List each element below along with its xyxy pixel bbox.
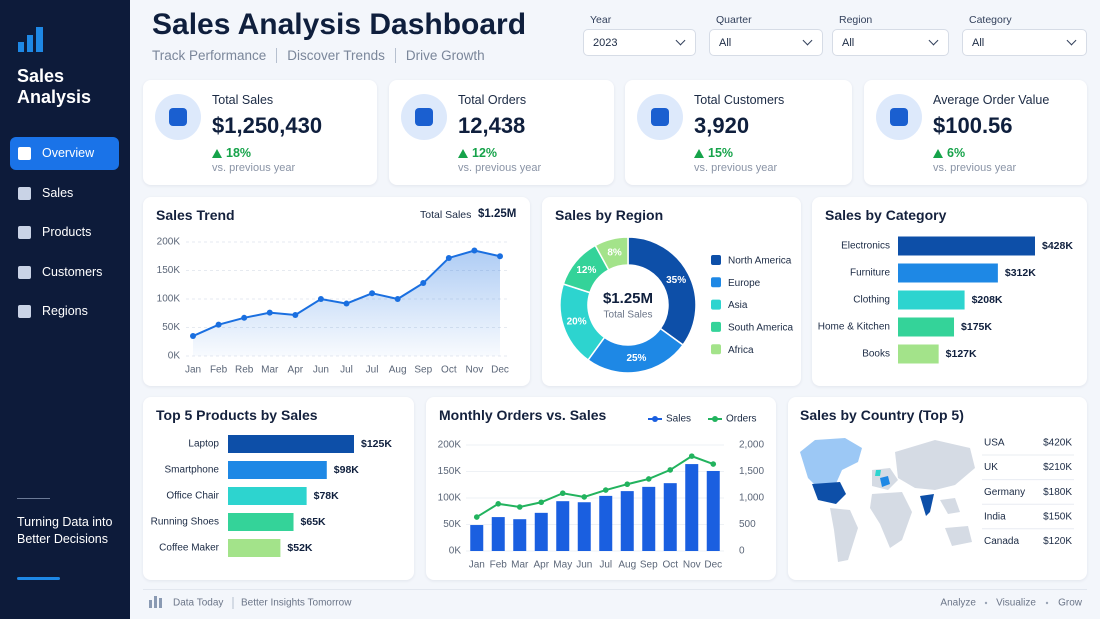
nav-icon (18, 186, 31, 200)
filter-label: Region (839, 14, 873, 26)
kpi-label: Total Sales (212, 93, 274, 107)
filter-label: Category (969, 14, 1012, 26)
footer-link: Grow (1058, 598, 1083, 609)
subtitle-item: Drive Growth (394, 48, 495, 63)
chart-title: Sales by Category (825, 207, 947, 223)
nav-label: Customers (42, 264, 103, 279)
footer-dot (1045, 601, 1049, 605)
filter-value: All (719, 37, 732, 49)
kpi-card: Total Orders 12,438 12% vs. previous year (389, 80, 614, 185)
nav-icon (18, 305, 31, 318)
kpi-glyph (415, 108, 433, 126)
kpi-icon (876, 94, 922, 140)
filter-label: Year (590, 14, 612, 26)
nav-item[interactable]: Regions (10, 295, 119, 328)
nav-item[interactable]: Overview (10, 137, 119, 170)
nav-item[interactable]: Customers (10, 256, 119, 289)
kpi-card: Total Customers 3,920 15% vs. previous year (625, 80, 852, 185)
nav-item[interactable]: Products (10, 216, 119, 249)
filter-label: Quarter (716, 14, 752, 26)
up-arrow (933, 149, 943, 158)
divider (17, 498, 50, 499)
kpi-icon (155, 94, 201, 140)
kpi-label: Total Customers (694, 93, 785, 107)
kpi-label: Total Orders (458, 93, 527, 107)
chart-card (426, 397, 776, 580)
footer-link: Visualize (996, 598, 1036, 609)
chevron (802, 35, 813, 46)
up-arrow (694, 149, 704, 158)
nav-label: Overview (42, 146, 95, 160)
chart-title: Sales Trend (156, 207, 235, 223)
chart-title: Monthly Orders vs. Sales (439, 407, 607, 423)
chart-card (812, 197, 1087, 386)
kpi-note: vs. previous year (212, 162, 296, 174)
footer-icon (149, 600, 152, 608)
chart-title: Top 5 Products by Sales (156, 407, 318, 423)
kpi-note: vs. previous year (933, 162, 1017, 174)
page-title: Sales Analysis Dashboard (152, 8, 527, 41)
footer-text: Data Today (173, 598, 223, 609)
filter-value: All (842, 37, 855, 49)
kpi-value: $1,250,430 (212, 113, 323, 138)
chevron (675, 35, 686, 46)
nav-label: Regions (42, 304, 88, 318)
filter-select[interactable]: All (832, 29, 949, 56)
kpi-card: Average Order Value $100.56 6% vs. previous… (864, 80, 1087, 185)
footer-link: Analyze (940, 598, 976, 609)
kpi-value: $100.56 (933, 113, 1013, 138)
filter-select[interactable]: All (709, 29, 823, 56)
up-arrow (212, 149, 222, 158)
kpi-icon (637, 94, 683, 140)
subtitle-item: Discover Trends (276, 48, 395, 63)
nav-icon (18, 265, 31, 279)
nav-item[interactable]: Sales (10, 177, 119, 210)
kpi-note: vs. previous year (694, 162, 778, 174)
kpi-glyph (651, 108, 669, 126)
chart-card (143, 197, 530, 386)
nav-icon (18, 226, 31, 239)
kpi-glyph (890, 108, 908, 126)
filter-value: All (972, 37, 985, 49)
up-arrow (458, 149, 468, 158)
footer-dot (984, 601, 988, 605)
footer-icon (159, 598, 162, 608)
nav-label: Products (42, 225, 92, 239)
nav-label: Sales (42, 185, 74, 200)
kpi-label: Average Order Value (933, 93, 1050, 107)
chart-card (143, 397, 414, 580)
chart-title: Sales by Country (Top 5) (800, 407, 964, 423)
kpi-change: 15% (708, 146, 734, 160)
brand: Sales Analysis (17, 66, 92, 107)
filter-select[interactable]: All (962, 29, 1087, 56)
tagline: Turning Data into Better Decisions (17, 515, 113, 546)
kpi-value: 3,920 (694, 113, 750, 138)
subtitle-item: Track Performance (152, 48, 267, 63)
kpi-change: 6% (947, 146, 966, 160)
chart-card (788, 397, 1087, 580)
total-label: Total Sales (420, 209, 472, 221)
kpi-icon (401, 94, 447, 140)
kpi-value: 12,438 (458, 113, 526, 138)
chevron (1066, 35, 1077, 46)
nav-icon (18, 147, 31, 160)
total-value: $1.25M (478, 208, 517, 220)
footer-line (143, 589, 1087, 590)
footer-icon (154, 596, 157, 608)
chart-card (542, 197, 801, 386)
subtitle: Track Performance Discover Trends Drive Gr… (152, 48, 495, 63)
kpi-change: 12% (472, 146, 498, 160)
filter-select[interactable]: 2023 (583, 29, 696, 56)
chevron (928, 35, 939, 46)
footer-text: Better Insights Tomorrow (241, 598, 352, 609)
kpi-change: 18% (226, 146, 252, 160)
kpi-card: Total Sales $1,250,430 18% vs. previous yea… (143, 80, 377, 185)
filter-value: 2023 (593, 37, 618, 49)
accent-line (17, 577, 60, 580)
chart-title: Sales by Region (555, 207, 664, 223)
kpi-glyph (169, 108, 187, 126)
kpi-note: vs. previous year (458, 162, 542, 174)
